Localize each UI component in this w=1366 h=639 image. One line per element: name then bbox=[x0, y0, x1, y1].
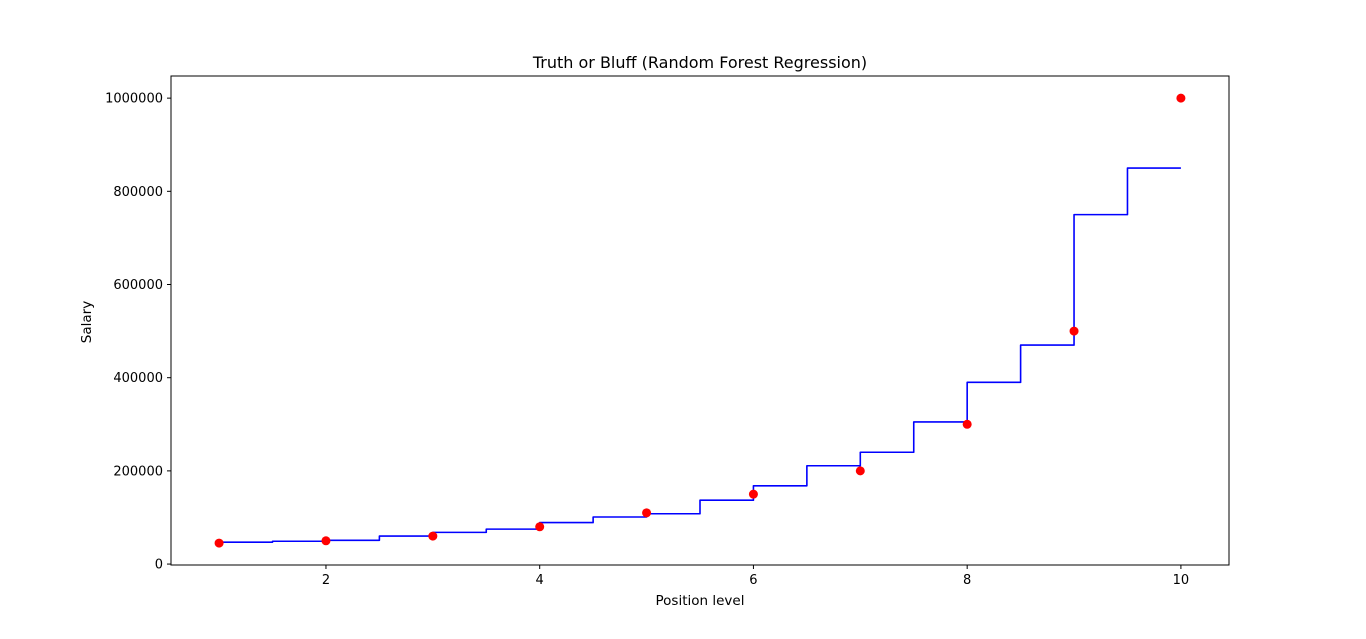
scatter-point bbox=[855, 466, 865, 476]
scatter-point bbox=[1176, 93, 1186, 103]
x-axis-label: Position level bbox=[656, 593, 745, 609]
y-tick-label: 600000 bbox=[113, 278, 163, 293]
y-tick-label: 200000 bbox=[113, 464, 163, 479]
scatter-point bbox=[428, 531, 438, 541]
y-tick-label: 400000 bbox=[113, 371, 163, 386]
plot-frame bbox=[170, 75, 1230, 566]
y-tick-label: 0 bbox=[155, 558, 163, 573]
scatter-point bbox=[535, 522, 545, 532]
x-tick-label: 8 bbox=[963, 573, 971, 588]
regression-line-layer bbox=[219, 167, 1181, 543]
plot-background bbox=[171, 76, 1229, 565]
x-axis-ticks: 2 4 6 8 10 bbox=[322, 565, 1189, 588]
scatter-point bbox=[214, 538, 224, 548]
y-axis-label: Salary bbox=[79, 301, 95, 343]
y-axis-ticks: 0 200000 400000 600000 800000 1000000 bbox=[105, 92, 171, 573]
scatter-point bbox=[962, 419, 972, 429]
x-tick-label: 4 bbox=[536, 573, 544, 588]
scatter-points-layer bbox=[214, 93, 1186, 548]
x-tick-label: 10 bbox=[1173, 573, 1190, 588]
x-tick-label: 2 bbox=[322, 573, 330, 588]
scatter-point bbox=[642, 508, 652, 518]
x-tick-label: 6 bbox=[749, 573, 757, 588]
y-tick-label: 800000 bbox=[113, 185, 163, 200]
chart-title: Truth or Bluff (Random Forest Regression… bbox=[532, 53, 867, 72]
scatter-point bbox=[1069, 326, 1079, 336]
scatter-point bbox=[321, 536, 331, 546]
y-tick-label: 1000000 bbox=[105, 92, 163, 107]
regression-line bbox=[219, 167, 1181, 543]
scatter-point bbox=[748, 489, 758, 499]
